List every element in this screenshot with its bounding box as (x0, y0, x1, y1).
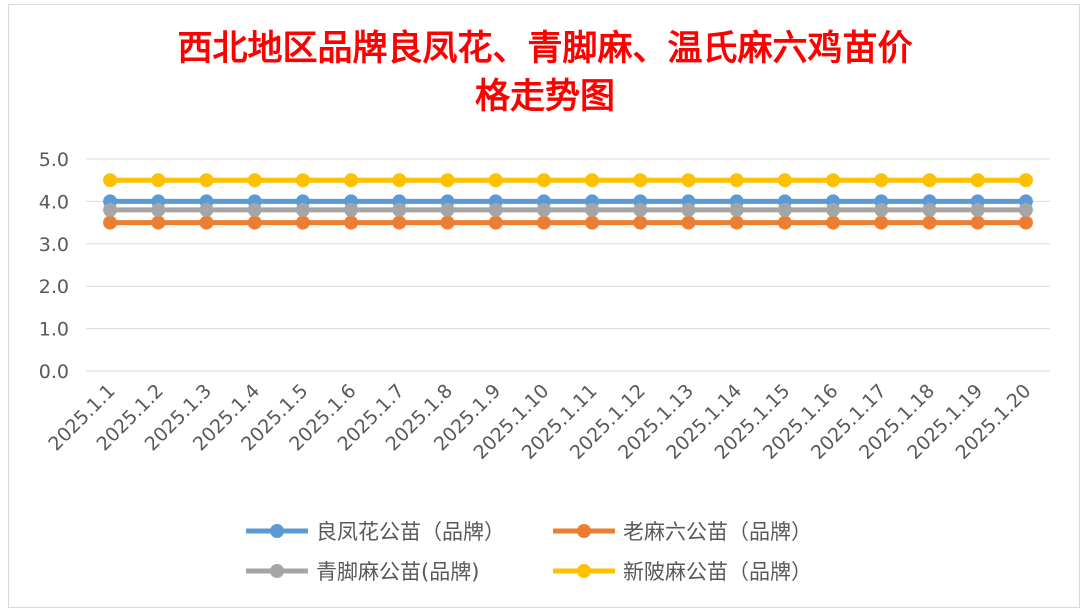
y-tick-label: 3.0 (39, 234, 69, 256)
data-point (874, 173, 889, 188)
data-point (777, 202, 792, 217)
legend-swatch-marker (577, 524, 591, 538)
data-point (826, 215, 841, 230)
data-point (536, 202, 551, 217)
legend: 良凤花公苗（品牌） 老麻六公苗（品牌） 青脚麻公苗(品牌) 新陂麻公苗（品牌） (246, 520, 812, 584)
data-point (344, 173, 359, 188)
data-point (1018, 215, 1033, 230)
data-point (681, 173, 696, 188)
data-point (103, 215, 118, 230)
data-point (585, 215, 600, 230)
legend-label: 新陂麻公苗（品牌） (623, 560, 812, 584)
data-point (922, 202, 937, 217)
legend-item-3: 新陂麻公苗（品牌） (553, 560, 812, 584)
data-point (247, 215, 262, 230)
data-point (392, 215, 407, 230)
data-point (488, 215, 503, 230)
data-point (536, 215, 551, 230)
data-point (295, 202, 310, 217)
y-tick-label: 0.0 (39, 361, 69, 383)
data-point (247, 173, 262, 188)
data-point (440, 215, 455, 230)
legend-item-0: 良凤花公苗（品牌） (246, 520, 505, 544)
y-tick-label: 5.0 (39, 149, 69, 171)
data-point (681, 202, 696, 217)
data-point (633, 173, 648, 188)
data-point (199, 215, 214, 230)
chart-title: 西北地区品牌良凤花、青脚麻、温氏麻六鸡苗价 格走势图 (177, 28, 912, 117)
y-axis-tick-labels: 0.0 1.0 2.0 3.0 4.0 5.0 (39, 149, 69, 383)
data-point (344, 215, 359, 230)
data-point (1018, 173, 1033, 188)
data-point (151, 215, 166, 230)
data-point (729, 173, 744, 188)
data-point (199, 202, 214, 217)
data-point (777, 173, 792, 188)
data-point (633, 215, 648, 230)
data-point (874, 215, 889, 230)
y-tick-label: 1.0 (39, 319, 69, 341)
legend-swatch-marker (270, 564, 284, 578)
legend-item-1: 老麻六公苗（品牌） (553, 520, 812, 544)
data-point (344, 202, 359, 217)
data-point (151, 202, 166, 217)
data-point (199, 173, 214, 188)
legend-item-2: 青脚麻公苗(品牌) (246, 560, 479, 584)
data-point (922, 173, 937, 188)
data-point (151, 173, 166, 188)
legend-swatch-marker (270, 524, 284, 538)
data-point (777, 215, 792, 230)
y-tick-label: 4.0 (39, 191, 69, 213)
series-lines (103, 173, 1033, 230)
chart-title-line-2: 格走势图 (475, 76, 615, 117)
data-point (1018, 202, 1033, 217)
series-3 (103, 173, 1033, 188)
data-point (874, 202, 889, 217)
data-point (103, 202, 118, 217)
data-point (103, 173, 118, 188)
y-tick-label: 2.0 (39, 276, 69, 298)
data-point (681, 215, 696, 230)
series-2 (103, 202, 1033, 217)
gridlines (86, 158, 1050, 372)
data-point (536, 173, 551, 188)
data-point (392, 173, 407, 188)
data-point (729, 215, 744, 230)
data-point (826, 202, 841, 217)
data-point (585, 202, 600, 217)
data-point (633, 202, 648, 217)
data-point (488, 202, 503, 217)
legend-label: 良凤花公苗（品牌） (316, 520, 505, 544)
legend-label: 老麻六公苗（品牌） (623, 520, 812, 544)
data-point (826, 173, 841, 188)
data-point (729, 202, 744, 217)
chart-title-line-1: 西北地区品牌良凤花、青脚麻、温氏麻六鸡苗价 (177, 28, 912, 69)
chart-border (8, 4, 1080, 608)
series-0 (103, 194, 1033, 209)
data-point (970, 202, 985, 217)
data-point (440, 202, 455, 217)
data-point (970, 173, 985, 188)
series-1 (103, 215, 1033, 230)
x-axis-tick-labels: 2025.1.12025.1.22025.1.32025.1.42025.1.5… (44, 380, 1035, 464)
data-point (585, 173, 600, 188)
data-point (922, 215, 937, 230)
legend-swatch-marker (577, 564, 591, 578)
data-point (440, 173, 455, 188)
data-point (295, 173, 310, 188)
data-point (392, 202, 407, 217)
data-point (970, 215, 985, 230)
data-point (247, 202, 262, 217)
data-point (488, 173, 503, 188)
data-point (295, 215, 310, 230)
legend-label: 青脚麻公苗(品牌) (316, 560, 479, 584)
